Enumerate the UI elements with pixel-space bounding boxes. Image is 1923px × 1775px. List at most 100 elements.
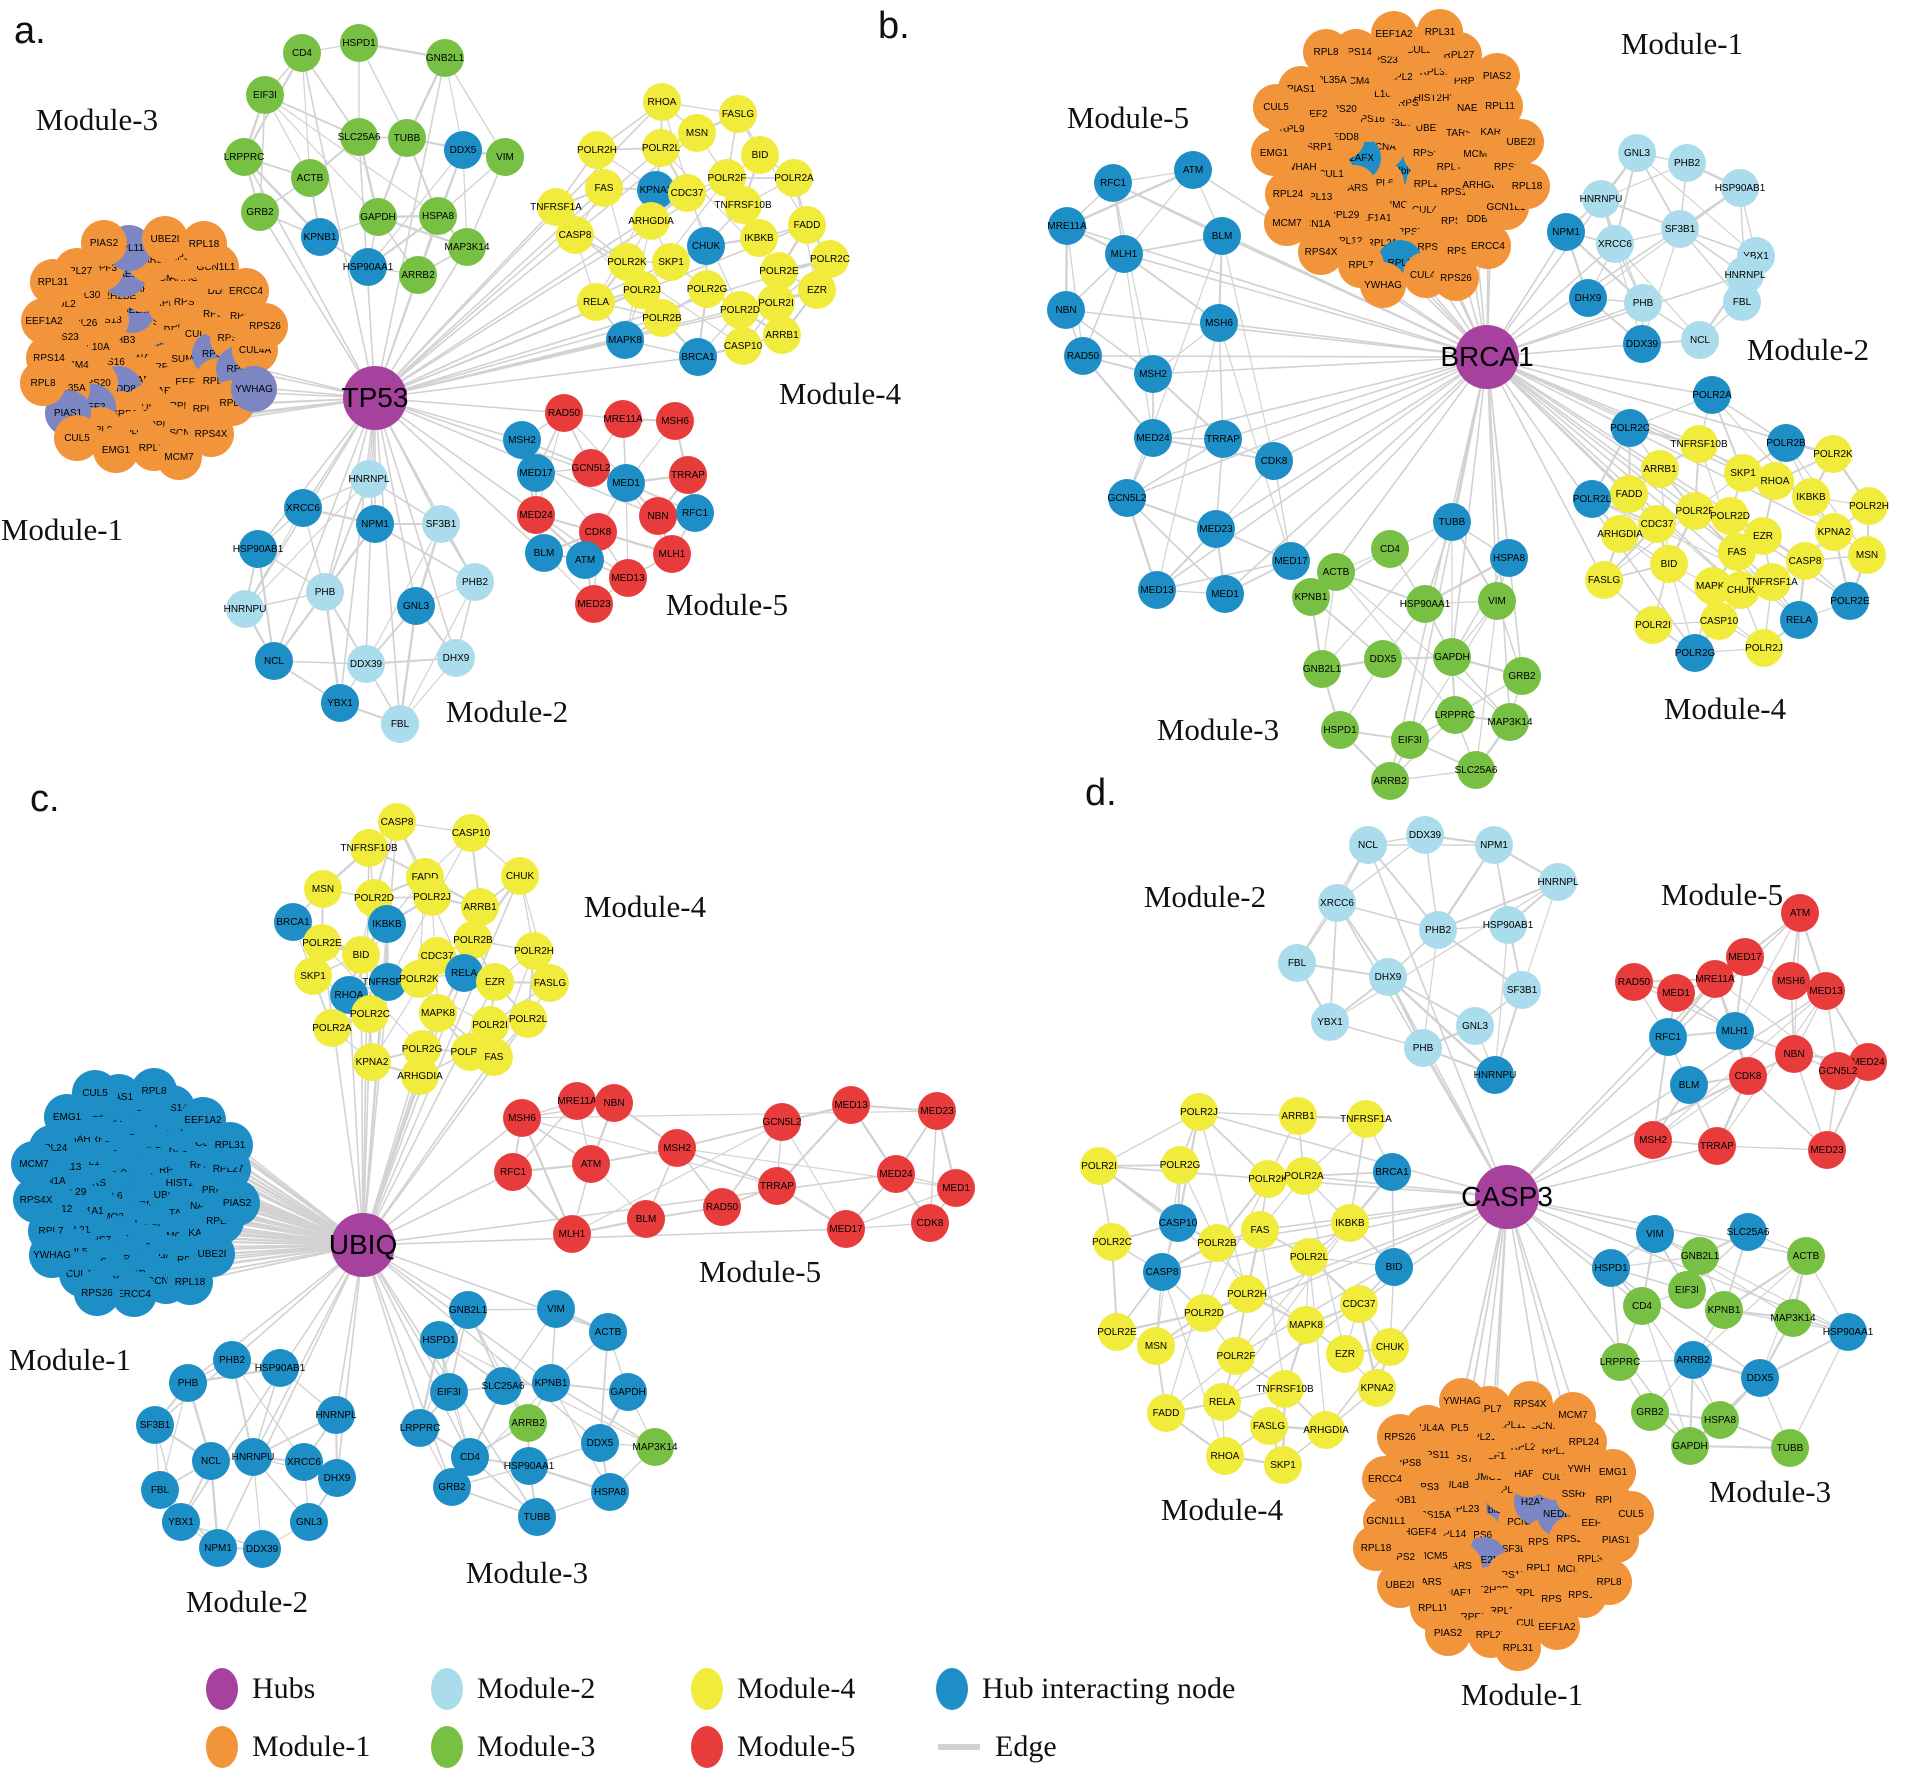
node-RPL31[interactable]: RPL31 xyxy=(1495,1625,1541,1671)
node-NBN[interactable]: NBN xyxy=(595,1084,633,1122)
node-RPL8[interactable]: RPL8 xyxy=(1586,1559,1632,1605)
node-NPM1[interactable]: NPM1 xyxy=(199,1529,237,1567)
node-EEF1A2[interactable]: EEF1A2 xyxy=(21,298,67,344)
node-DHX9[interactable]: DHX9 xyxy=(1569,279,1607,317)
node-HSPD1[interactable]: HSPD1 xyxy=(1592,1249,1630,1287)
node-MED23[interactable]: MED23 xyxy=(1808,1131,1846,1169)
node-FADD[interactable]: FADD xyxy=(1610,475,1648,513)
node-FADD[interactable]: FADD xyxy=(1147,1394,1185,1432)
node-IKBKB[interactable]: IKBKB xyxy=(740,219,778,257)
node-CD4[interactable]: CD4 xyxy=(1623,1287,1661,1325)
node-POLR2D[interactable]: POLR2D xyxy=(1184,1294,1224,1332)
node-RELA[interactable]: RELA xyxy=(1203,1383,1241,1421)
node-HSP90AA1[interactable]: HSP90AA1 xyxy=(343,248,393,286)
node-NCL[interactable]: NCL xyxy=(1349,826,1387,864)
node-MCM7[interactable]: MCM7 xyxy=(1550,1392,1596,1438)
node-HNRNPL[interactable]: HNRNPL xyxy=(315,1396,357,1434)
node-VIM[interactable]: VIM xyxy=(486,138,524,176)
node-ARRB2[interactable]: ARRB2 xyxy=(1371,762,1409,800)
node-HSP90AB1[interactable]: HSP90AB1 xyxy=(1715,169,1765,207)
node-POLR2C[interactable]: POLR2C xyxy=(1610,409,1650,447)
node-LRPPRC[interactable]: LRPPRC xyxy=(400,1409,440,1447)
node-POLR2J[interactable]: POLR2J xyxy=(1180,1093,1218,1131)
node-PIAS2[interactable]: PIAS2 xyxy=(1425,1610,1471,1656)
node-POLR2C[interactable]: POLR2C xyxy=(1092,1223,1132,1261)
node-MED17[interactable]: MED17 xyxy=(517,454,555,492)
node-KPNA2[interactable]: KPNA2 xyxy=(1358,1369,1396,1407)
node-SLC25A6[interactable]: SLC25A6 xyxy=(338,118,380,156)
node-RHOA[interactable]: RHOA xyxy=(1206,1437,1244,1475)
node-GCN5L2[interactable]: GCN5L2 xyxy=(1819,1052,1857,1090)
node-CDC37[interactable]: CDC37 xyxy=(668,174,706,212)
node-DDX5[interactable]: DDX5 xyxy=(444,131,482,169)
node-POLR2I[interactable]: POLR2I xyxy=(1080,1147,1118,1185)
node-FASLG[interactable]: FASLG xyxy=(1250,1407,1288,1445)
node-XRCC6[interactable]: XRCC6 xyxy=(1318,884,1356,922)
node-EZR[interactable]: EZR xyxy=(476,963,514,1001)
node-HSP90AB1[interactable]: HSP90AB1 xyxy=(233,530,283,568)
node-DHX9[interactable]: DHX9 xyxy=(1369,958,1407,996)
node-HSPD1[interactable]: HSPD1 xyxy=(420,1321,458,1359)
node-ARHGDIA[interactable]: ARHGDIA xyxy=(1597,515,1643,553)
node-SKP1[interactable]: SKP1 xyxy=(294,957,332,995)
node-MED13[interactable]: MED13 xyxy=(1138,571,1176,609)
node-PHB[interactable]: PHB xyxy=(169,1364,207,1402)
node-TRRAP[interactable]: TRRAP xyxy=(669,456,707,494)
node-MSH6[interactable]: MSH6 xyxy=(1772,962,1810,1000)
node-IKBKB[interactable]: IKBKB xyxy=(368,905,406,943)
node-GNL3[interactable]: GNL3 xyxy=(1456,1007,1494,1045)
node-YWHAG[interactable]: YWHAG xyxy=(29,1232,75,1278)
node-ACTB[interactable]: ACTB xyxy=(589,1313,627,1351)
node-MED13[interactable]: MED13 xyxy=(1807,972,1845,1010)
node-KPNB1[interactable]: KPNB1 xyxy=(1292,578,1330,616)
node-FBL[interactable]: FBL xyxy=(381,705,419,743)
node-DDX39[interactable]: DDX39 xyxy=(243,1530,281,1568)
node-GCN5L2[interactable]: GCN5L2 xyxy=(1108,479,1146,517)
node-HSPD1[interactable]: HSPD1 xyxy=(1321,711,1359,749)
node-NCL[interactable]: NCL xyxy=(1681,321,1719,359)
node-ARRB1[interactable]: ARRB1 xyxy=(461,888,499,926)
node-RFC1[interactable]: RFC1 xyxy=(1094,164,1132,202)
node-GCN5L2[interactable]: GCN5L2 xyxy=(572,449,610,487)
node-PIAS2[interactable]: PIAS2 xyxy=(1474,53,1520,99)
node-POLR2E[interactable]: POLR2E xyxy=(1097,1313,1137,1351)
node-ARHGDIA[interactable]: ARHGDIA xyxy=(397,1057,443,1095)
node-PHB[interactable]: PHB xyxy=(1624,284,1662,322)
node-RPS26[interactable]: RPS26 xyxy=(74,1270,120,1316)
node-CD4[interactable]: CD4 xyxy=(283,34,321,72)
node-EMG1[interactable]: EMG1 xyxy=(93,427,139,473)
node-POLR2A[interactable]: POLR2A xyxy=(1284,1157,1324,1195)
node-SKP1[interactable]: SKP1 xyxy=(1264,1446,1302,1484)
node-GNB2L1[interactable]: GNB2L1 xyxy=(1681,1237,1719,1275)
node-TUBB[interactable]: TUBB xyxy=(518,1498,556,1536)
node-MED24[interactable]: MED24 xyxy=(877,1155,915,1193)
node-MED1[interactable]: MED1 xyxy=(607,464,645,502)
node-KPNA2[interactable]: KPNA2 xyxy=(353,1043,391,1081)
node-HSPD1[interactable]: HSPD1 xyxy=(340,24,378,62)
node-ARHGDIA[interactable]: ARHGDIA xyxy=(1303,1411,1349,1449)
node-POLR2F[interactable]: POLR2F xyxy=(1676,492,1714,530)
node-MLH1[interactable]: MLH1 xyxy=(1105,235,1143,273)
node-BLM[interactable]: BLM xyxy=(627,1200,665,1238)
node-ATM[interactable]: ATM xyxy=(1174,151,1212,189)
node-KPNB1[interactable]: KPNB1 xyxy=(532,1364,570,1402)
node-FAS[interactable]: FAS xyxy=(585,169,623,207)
node-RPL8[interactable]: RPL8 xyxy=(1303,29,1349,75)
node-CUL5[interactable]: CUL5 xyxy=(72,1070,118,1116)
node-POLR2H[interactable]: POLR2H xyxy=(1849,487,1889,525)
node-MED24[interactable]: MED24 xyxy=(1134,419,1172,457)
node-GRB2[interactable]: GRB2 xyxy=(1503,657,1541,695)
node-MED13[interactable]: MED13 xyxy=(832,1086,870,1124)
node-MSN[interactable]: MSN xyxy=(678,114,716,152)
node-MSN[interactable]: MSN xyxy=(1137,1327,1175,1365)
node-MRE11A[interactable]: MRE11A xyxy=(1047,207,1087,245)
node-CASP8[interactable]: CASP8 xyxy=(556,216,594,254)
node-POLR2L[interactable]: POLR2L xyxy=(642,129,680,167)
node-RPS4X[interactable]: RPS4X xyxy=(1507,1381,1553,1427)
node-DDX5[interactable]: DDX5 xyxy=(581,1424,619,1462)
node-GRB2[interactable]: GRB2 xyxy=(1631,1393,1669,1431)
node-DDX39[interactable]: DDX39 xyxy=(1623,325,1661,363)
node-MAP3K14[interactable]: MAP3K14 xyxy=(1770,1299,1816,1337)
node-HNRNPL[interactable]: HNRNPL xyxy=(348,460,390,498)
node-HSP90AA1[interactable]: HSP90AA1 xyxy=(504,1447,554,1485)
